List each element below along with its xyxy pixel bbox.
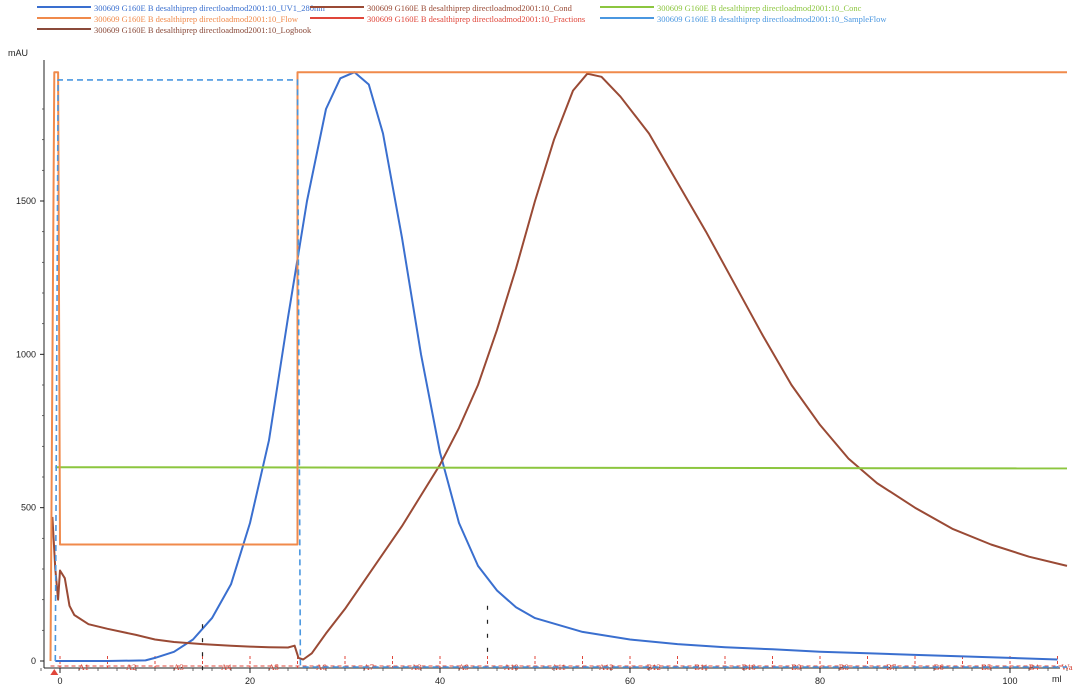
series-line-uv1_280nm bbox=[55, 71, 1058, 662]
legend-swatch bbox=[600, 17, 654, 19]
fraction-label: A5 bbox=[269, 662, 279, 672]
legend-label: 300609 G160E B desalthiprep directloadmo… bbox=[94, 25, 312, 35]
legend-swatch bbox=[37, 6, 91, 8]
legend: 300609 G160E B desalthiprep directloadmo… bbox=[0, 0, 1073, 44]
fraction-label: A7 bbox=[364, 662, 374, 672]
fraction-markers: A1 A2 A3 A4 A5 A6 A7 A8 A9 A10 A11 A12 B12 B11 B10 B9 B8… bbox=[50, 656, 1073, 675]
y-tick-label: 0 bbox=[31, 656, 36, 666]
fraction-label: A11 bbox=[552, 662, 566, 672]
fraction-label: A3 bbox=[174, 662, 184, 672]
fraction-label: A2 bbox=[126, 662, 136, 672]
legend-swatch bbox=[310, 17, 364, 19]
legend-swatch bbox=[37, 17, 91, 19]
fraction-label: B11 bbox=[694, 662, 708, 672]
series-line-cond bbox=[51, 72, 1068, 661]
legend-label: 300609 G160E B desalthiprep directloadmo… bbox=[657, 14, 887, 24]
fraction-label: A4 bbox=[221, 662, 232, 672]
x-tick-label: 100 bbox=[1002, 676, 1017, 686]
series-line-sampleflow bbox=[54, 79, 1067, 668]
fraction-label: B6 bbox=[934, 662, 944, 672]
x-tick-label: 0 bbox=[57, 676, 62, 686]
legend-swatch bbox=[310, 6, 364, 8]
x-tick-label: 20 bbox=[245, 676, 255, 686]
fraction-start-marker bbox=[50, 669, 59, 675]
axes: 0 500 1000 1500 0 20 40 60 80 100 bbox=[16, 60, 1068, 686]
x-tick-label: 60 bbox=[625, 676, 635, 686]
x-axis-label: ml bbox=[1052, 674, 1062, 684]
y-tick-label: 1000 bbox=[16, 349, 36, 359]
y-tick-label: 500 bbox=[21, 503, 36, 513]
y-tick-label: 1500 bbox=[16, 196, 36, 206]
fraction-label: B10 bbox=[742, 662, 756, 672]
fraction-label: B7 bbox=[886, 662, 896, 672]
y-axis-label: mAU bbox=[8, 48, 28, 58]
series-line-flow bbox=[49, 71, 1067, 662]
series-lines bbox=[49, 71, 1068, 668]
legend-label: 300609 G160E B desalthiprep directloadmo… bbox=[94, 3, 325, 13]
legend-swatch bbox=[600, 6, 654, 8]
legend-label: 300609 G160E B desalthiprep directloadmo… bbox=[657, 3, 862, 13]
fraction-label: A10 bbox=[504, 662, 519, 672]
logbook-marks bbox=[201, 605, 489, 671]
fraction-label: Waste bbox=[1061, 662, 1073, 672]
fraction-label: A6 bbox=[316, 662, 326, 672]
legend-label: 300609 G160E B desalthiprep directloadmo… bbox=[94, 14, 298, 24]
fraction-label: A1 bbox=[79, 662, 89, 672]
legend-label: 300609 G160E B desalthiprep directloadmo… bbox=[367, 3, 572, 13]
legend-swatch bbox=[37, 28, 91, 30]
x-tick-label: 80 bbox=[815, 676, 825, 686]
legend-label: 300609 G160E B desalthiprep directloadmo… bbox=[367, 14, 586, 24]
x-tick-label: 40 bbox=[435, 676, 445, 686]
series-line-conc bbox=[55, 466, 1068, 470]
